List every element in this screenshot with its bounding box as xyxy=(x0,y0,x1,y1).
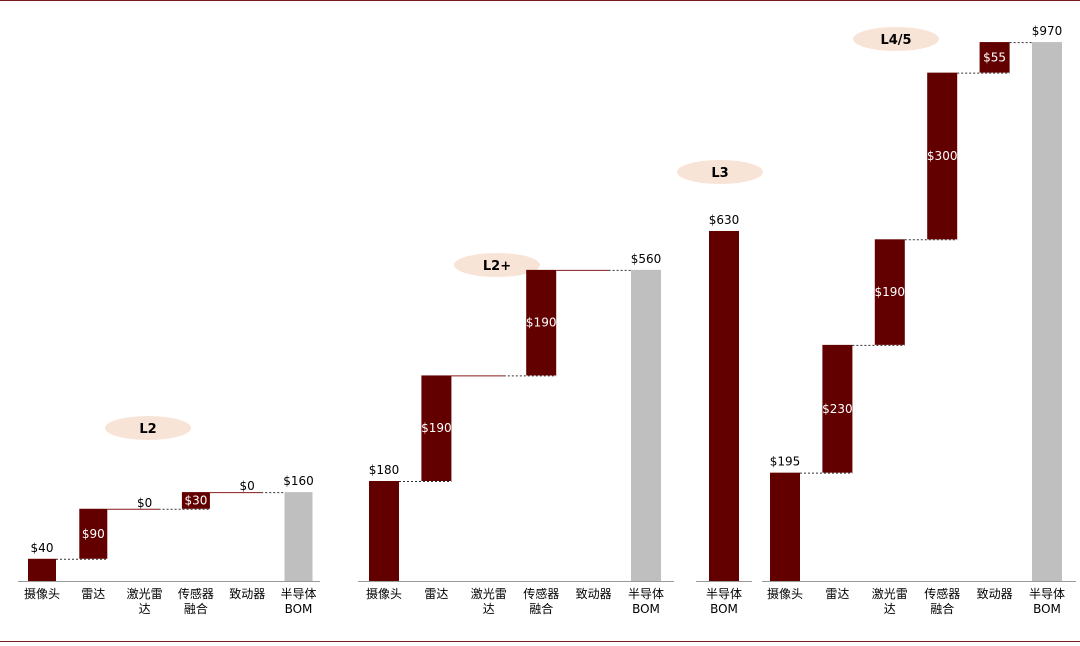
bar-l2-0 xyxy=(28,558,56,581)
category-label-l2-1: 雷达 xyxy=(81,587,105,601)
bar-l2-1 xyxy=(79,508,108,559)
top-rule xyxy=(0,0,1080,1)
category-label-l3-0: 半导体 BOM xyxy=(706,587,742,616)
bar-l4-5-0 xyxy=(770,472,800,581)
category-label-l4-5-1: 雷达 xyxy=(825,587,849,601)
data-label-l4-5-0: $195 xyxy=(770,455,801,469)
data-label-l2-2: $0 xyxy=(137,496,152,510)
bar-l2-5 xyxy=(631,269,661,581)
category-label-l2-5: 半导体 BOM xyxy=(628,587,664,616)
data-label-l4-5-4: $55 xyxy=(983,50,1006,64)
category-label-l4-5-0: 摄像头 xyxy=(767,586,803,601)
bar-l2-1 xyxy=(421,375,452,481)
category-label-l2-2: 激光雷达 xyxy=(471,587,507,616)
bar-l4-5-2 xyxy=(874,239,905,345)
data-label-l2-0: $180 xyxy=(369,463,400,477)
bar-l4-5-4 xyxy=(979,42,1010,73)
category-label-l2-2: 激光雷达 xyxy=(127,587,163,616)
category-label-l2-5: 半导体 BOM xyxy=(280,587,316,616)
data-label-l2-5: $560 xyxy=(631,252,662,266)
data-label-l4-5-2: $190 xyxy=(875,285,906,299)
category-label-l2-3: 传感器融合 xyxy=(523,586,559,616)
category-label-l2-1: 雷达 xyxy=(424,587,448,601)
data-label-l2-1: $90 xyxy=(82,527,105,541)
data-label-l4-5-5: $970 xyxy=(1032,24,1063,38)
data-label-l2-5: $160 xyxy=(283,474,314,488)
data-label-l2-1: $190 xyxy=(421,421,452,435)
category-label-l4-5-3: 传感器融合 xyxy=(924,586,960,616)
bar-l2-3 xyxy=(526,269,557,376)
data-label-l3-0: $630 xyxy=(709,213,740,227)
data-label-l2-0: $40 xyxy=(31,541,54,555)
bottom-rule xyxy=(0,641,1080,642)
panel-title-l2: L2 xyxy=(139,422,156,437)
category-label-l2-4: 致动器 xyxy=(576,587,612,601)
bar-l3-0 xyxy=(709,230,739,582)
category-label-l2-4: 致动器 xyxy=(229,587,265,601)
pill-l4-5 xyxy=(853,27,939,51)
bar-l4-5-3 xyxy=(927,72,958,240)
panel-title-l4-5: L4/5 xyxy=(880,33,911,48)
bar-l2-3 xyxy=(181,492,210,509)
pill-l2 xyxy=(454,253,540,277)
category-label-l2-0: 摄像头 xyxy=(366,586,402,601)
pill-l2 xyxy=(105,416,191,440)
bar-l2-5 xyxy=(284,492,313,581)
data-label-l2-3: $190 xyxy=(526,316,557,330)
data-label-l2-3: $30 xyxy=(184,493,207,507)
panel-title-l3: L3 xyxy=(711,166,728,181)
pill-l3 xyxy=(677,160,763,184)
data-label-l4-5-3: $300 xyxy=(927,149,958,163)
bar-l4-5-1 xyxy=(822,344,853,473)
category-label-l2-3: 传感器融合 xyxy=(178,586,214,616)
data-label-l2-4: $0 xyxy=(240,479,255,493)
panel-title-l2: L2+ xyxy=(483,259,511,274)
data-label-l4-5-1: $230 xyxy=(822,402,853,416)
category-label-l2-0: 摄像头 xyxy=(24,586,60,601)
bar-l4-5-5 xyxy=(1032,42,1062,582)
category-label-l4-5-2: 激光雷达 xyxy=(872,587,908,616)
bar-l2-0 xyxy=(369,480,399,581)
category-label-l4-5-5: 半导体 BOM xyxy=(1029,587,1065,616)
category-label-l4-5-4: 致动器 xyxy=(977,587,1013,601)
